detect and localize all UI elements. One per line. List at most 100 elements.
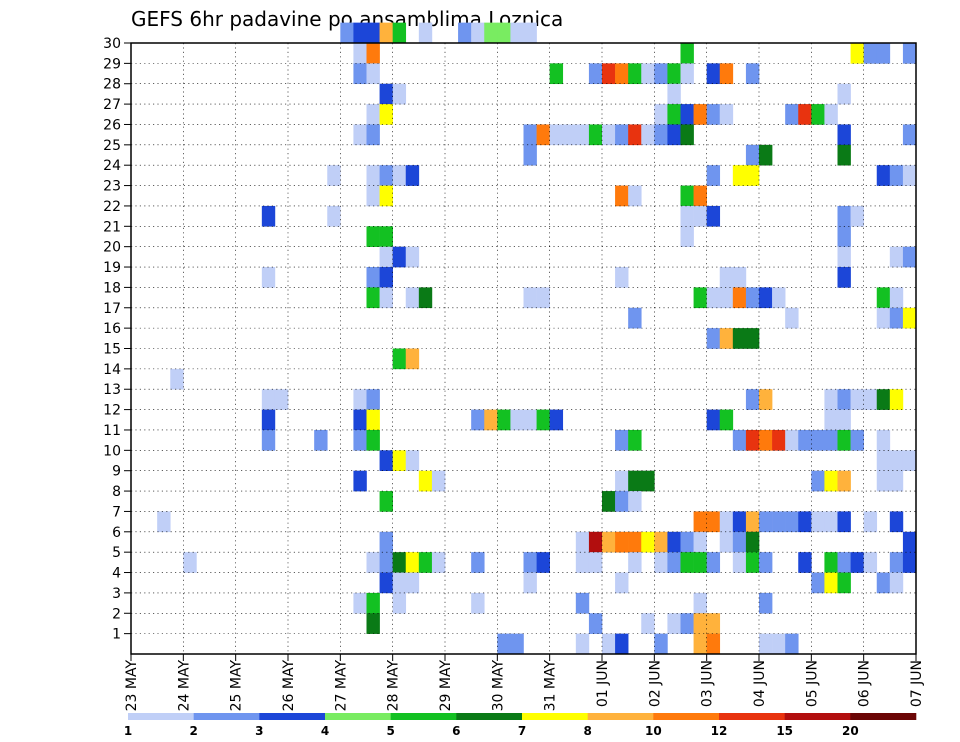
data-cell: [837, 409, 851, 431]
data-cell: [902, 552, 917, 573]
data-cell: [824, 552, 838, 573]
data-cell: [811, 572, 825, 594]
data-cell: [392, 552, 407, 573]
legend-label: 4: [321, 724, 329, 738]
data-cell: [471, 409, 485, 431]
data-cell: [745, 328, 760, 349]
data-cell: [628, 185, 642, 207]
data-cell: [824, 409, 838, 431]
data-cell: [392, 83, 407, 105]
x-tick-label: 25 MAY: [229, 660, 245, 712]
data-cell: [353, 470, 367, 492]
data-cell: [719, 63, 734, 85]
y-tick-label: 8: [112, 484, 121, 500]
data-cell: [850, 552, 864, 573]
data-cell: [798, 104, 812, 125]
data-cell: [392, 165, 407, 186]
data-cell: [889, 246, 904, 268]
data-cell: [706, 409, 721, 431]
data-cell: [654, 633, 668, 655]
y-tick-label: 4: [112, 566, 121, 582]
data-cell: [889, 307, 904, 329]
legend: 1 2 3 4 5 6 7 8 10 12 15 20: [124, 713, 917, 738]
data-cell: [772, 633, 786, 655]
data-cell: [379, 165, 393, 186]
data-cell: [261, 205, 276, 227]
data-cell: [602, 124, 616, 146]
data-cell: [693, 185, 707, 207]
data-cell: [641, 470, 655, 492]
data-cell: [876, 389, 891, 410]
data-cell: [889, 511, 904, 533]
data-cell: [837, 572, 851, 594]
data-cell: [759, 633, 773, 655]
data-cell: [759, 429, 773, 451]
y-axis: 1234567891011121314151617181920212223242…: [103, 36, 131, 643]
data-cell: [667, 531, 681, 553]
data-cell: [366, 124, 380, 146]
data-cell: [654, 63, 668, 85]
data-cell: [863, 511, 878, 533]
data-cell: [628, 552, 642, 573]
data-cell: [510, 409, 524, 431]
data-cell: [588, 63, 603, 85]
data-cell: [876, 429, 891, 451]
data-cell: [353, 389, 367, 410]
data-cell: [745, 287, 760, 309]
data-cell: [575, 592, 590, 614]
data-cell: [379, 267, 393, 288]
data-cell: [850, 429, 864, 451]
data-cell: [641, 124, 655, 146]
data-cell: [772, 429, 786, 451]
data-cell: [366, 287, 380, 309]
data-cell: [824, 104, 838, 125]
data-cell: [902, 124, 917, 146]
data-cell: [732, 267, 747, 288]
data-cell: [837, 552, 851, 573]
data-cell: [680, 43, 694, 64]
data-cell: [379, 552, 393, 573]
data-cell: [327, 165, 341, 186]
data-cell: [366, 43, 380, 64]
data-cell: [379, 450, 393, 471]
data-cell: [719, 267, 734, 288]
data-cell: [759, 144, 773, 166]
x-tick-label: 27 MAY: [333, 660, 349, 712]
y-tick-label: 30: [103, 36, 121, 52]
data-cell: [523, 409, 537, 431]
y-tick-label: 20: [103, 240, 121, 256]
data-cell: [732, 165, 747, 186]
data-cell: [837, 144, 851, 166]
data-cell: [706, 328, 721, 349]
data-cell: [693, 531, 707, 553]
data-cell: [615, 572, 629, 594]
data-cell: [889, 552, 904, 573]
data-cell: [889, 287, 904, 309]
y-tick-label: 23: [103, 179, 121, 195]
legend-swatch: [784, 713, 851, 720]
data-cell: [680, 104, 694, 125]
data-cell: [667, 552, 681, 573]
legend-swatch: [193, 713, 260, 720]
data-cells: [157, 22, 917, 655]
data-cell: [379, 22, 393, 44]
legend-swatch: [259, 713, 326, 720]
data-cell: [693, 205, 707, 227]
data-cell: [575, 633, 590, 655]
data-cell: [628, 470, 642, 492]
x-tick-label: 01 JUN: [595, 660, 611, 707]
data-cell: [706, 205, 721, 227]
data-cell: [458, 22, 472, 44]
data-cell: [628, 124, 642, 146]
data-cell: [863, 389, 878, 410]
legend-label: 12: [711, 724, 728, 738]
x-tick-label: 04 JUN: [752, 660, 768, 707]
data-cell: [405, 246, 420, 268]
legend-label: 7: [518, 724, 526, 738]
data-cell: [772, 287, 786, 309]
data-cell: [261, 389, 276, 410]
y-tick-label: 6: [112, 525, 121, 541]
y-tick-label: 7: [112, 504, 121, 520]
grid-lines: [131, 43, 916, 654]
data-cell: [837, 429, 851, 451]
